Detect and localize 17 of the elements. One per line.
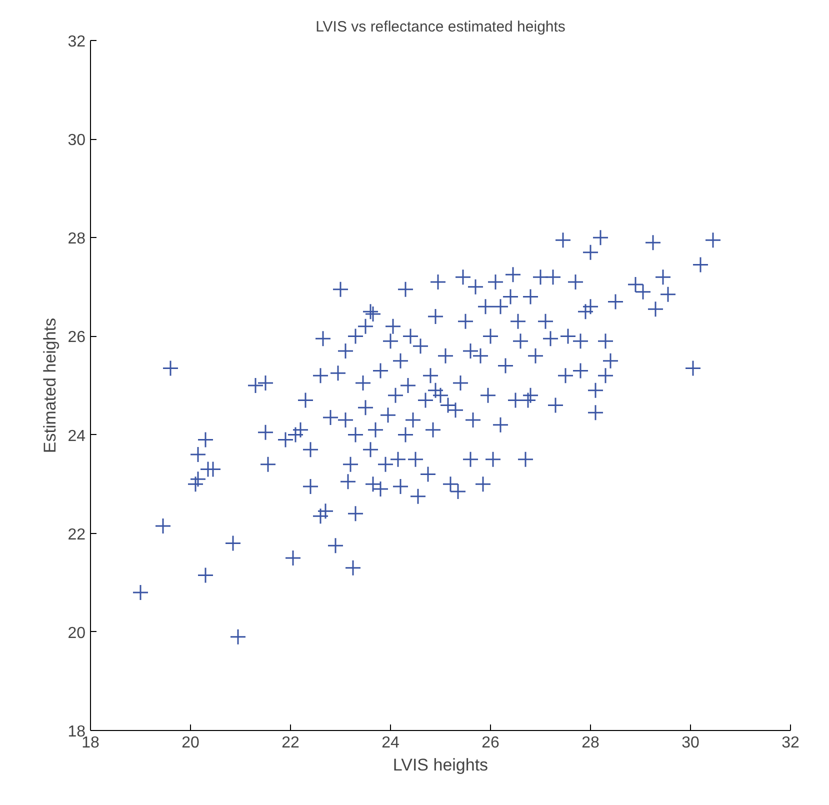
x-tick-label: 26 <box>482 734 500 752</box>
y-tick-label: 22 <box>68 526 86 544</box>
x-tick-label: 32 <box>782 734 800 752</box>
y-tick-label: 26 <box>68 329 86 346</box>
x-tick-label: 30 <box>682 734 700 752</box>
y-tick-label: 32 <box>68 34 86 50</box>
y-tick-label: 20 <box>68 624 86 642</box>
x-tick-label: 20 <box>182 734 200 752</box>
x-tick-label: 22 <box>282 734 300 752</box>
chart-title: LVIS vs reflectance estimated heights <box>316 18 566 36</box>
y-tick-label: 24 <box>68 428 86 445</box>
x-axis-title: LVIS heights <box>392 756 488 774</box>
x-tick-label: 24 <box>382 734 400 752</box>
x-tick-label: 28 <box>582 734 600 752</box>
y-tick-label: 30 <box>68 132 86 150</box>
y-axis-title: Estimated heights <box>40 318 60 454</box>
y-tick-label: 28 <box>68 230 86 248</box>
